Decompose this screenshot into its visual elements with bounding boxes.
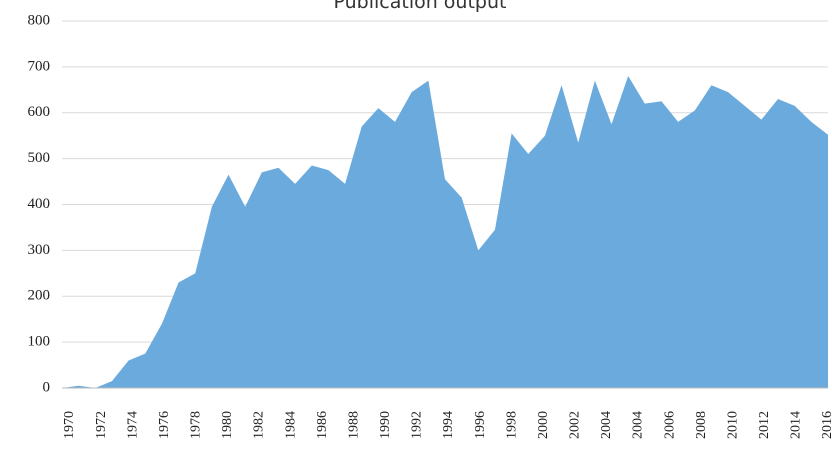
chart-title: Publication output — [334, 0, 507, 13]
x-tick-label: 2010 — [725, 411, 740, 439]
y-tick-label: 300 — [28, 242, 51, 258]
y-tick-label: 500 — [28, 150, 51, 166]
x-tick-label: 1998 — [504, 411, 519, 439]
x-tick-label: 1996 — [473, 411, 488, 439]
x-tick-label: 1994 — [441, 411, 456, 439]
x-tick-label: 1982 — [252, 411, 267, 439]
x-tick-label: 1978 — [189, 411, 204, 439]
x-tick-label: 2006 — [662, 411, 677, 439]
y-tick-label: 600 — [28, 104, 51, 120]
y-tick-label: 400 — [28, 196, 51, 212]
y-tick-label: 700 — [28, 58, 51, 74]
y-tick-label: 200 — [28, 288, 51, 304]
y-tick-label: 0 — [43, 379, 51, 395]
x-tick-label: 1992 — [410, 411, 425, 439]
x-tick-label: 2016 — [820, 411, 832, 439]
x-tick-label: 1974 — [125, 411, 140, 439]
x-tick-label: 2012 — [757, 411, 772, 439]
area — [62, 76, 828, 389]
x-tick-label: 2004 — [631, 411, 646, 439]
x-tick-label: 1988 — [346, 411, 361, 439]
x-tick-label: 1970 — [62, 411, 77, 439]
x-tick-label: 2002 — [568, 411, 583, 439]
title-background — [305, 0, 565, 20]
x-tick-label: 2008 — [694, 411, 709, 439]
x-tick-label: 1984 — [283, 411, 298, 439]
x-tick-label: 2000 — [536, 411, 551, 439]
x-tick-label: 1972 — [94, 411, 109, 439]
x-tick-label: 1980 — [220, 411, 235, 439]
x-tick-label: 1976 — [157, 411, 172, 439]
y-tick-label: 100 — [28, 334, 51, 350]
y-tick-label: 800 — [28, 12, 51, 28]
x-tick-label: 2014 — [789, 411, 804, 439]
x-tick-label: 1990 — [378, 411, 393, 439]
x-tick-label: 2004 — [599, 411, 614, 439]
x-tick-label: 1986 — [315, 411, 330, 439]
